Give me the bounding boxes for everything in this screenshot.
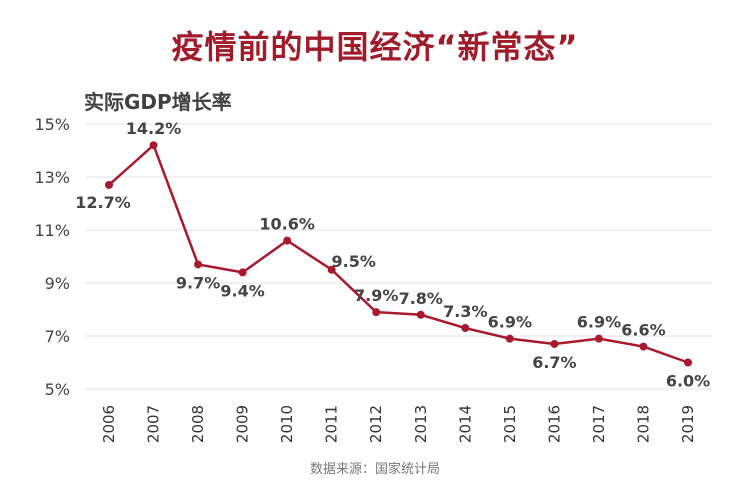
data-point — [505, 334, 514, 343]
data-point — [194, 260, 203, 269]
x-tick-label: 2006 — [100, 405, 118, 443]
data-label: 7.3% — [443, 302, 487, 321]
data-label: 10.6% — [259, 215, 315, 234]
data-label: 12.7% — [75, 193, 131, 212]
x-tick-label: 2019 — [679, 405, 697, 443]
data-point — [238, 268, 247, 277]
data-point — [149, 141, 158, 150]
x-tick-label: 2013 — [412, 405, 430, 443]
data-point — [639, 342, 648, 351]
chart-title: 疫情前的中国经济“新常态” — [171, 28, 579, 66]
data-label: 6.7% — [532, 353, 576, 372]
y-tick-label: 7% — [45, 327, 70, 346]
x-tick-label: 2008 — [189, 405, 207, 443]
data-label: 6.9% — [577, 313, 621, 332]
y-tick-label: 11% — [34, 221, 70, 240]
y-tick-label: 5% — [45, 380, 70, 399]
data-point — [594, 334, 603, 343]
x-tick-label: 2010 — [278, 405, 296, 443]
data-label: 6.9% — [488, 313, 532, 332]
x-tick-label: 2016 — [545, 405, 563, 443]
data-label: 6.0% — [666, 372, 710, 391]
y-axis-label: 实际GDP增长率 — [84, 90, 232, 114]
data-label: 9.4% — [220, 281, 264, 300]
data-point — [105, 180, 113, 189]
data-point — [461, 324, 470, 333]
x-tick-label: 2012 — [367, 405, 385, 443]
data-label: 6.6% — [621, 321, 665, 340]
data-label: 9.7% — [176, 273, 220, 292]
source-note: 数据来源：国家统计局 — [309, 462, 440, 477]
y-tick-label: 15% — [34, 115, 70, 134]
data-point — [372, 308, 381, 317]
x-tick-label: 2015 — [501, 405, 519, 443]
x-tick-label: 2018 — [634, 405, 652, 443]
y-tick-label: 13% — [34, 168, 70, 187]
data-point — [283, 236, 292, 245]
data-point — [684, 358, 692, 367]
y-tick-label: 9% — [45, 274, 70, 293]
series-line — [108, 143, 689, 364]
data-label: 14.2% — [126, 119, 182, 138]
x-tick-label: 2017 — [590, 405, 608, 443]
data-point — [550, 339, 559, 348]
x-tick-label: 2014 — [456, 405, 474, 443]
data-point — [327, 265, 336, 274]
data-label: 9.5% — [332, 252, 376, 271]
x-tick-label: 2009 — [234, 405, 252, 443]
data-label: 7.8% — [399, 289, 443, 308]
data-label: 7.9% — [354, 286, 398, 305]
data-point — [416, 310, 425, 319]
x-tick-label: 2011 — [323, 405, 341, 443]
x-tick-label: 2007 — [145, 405, 163, 443]
